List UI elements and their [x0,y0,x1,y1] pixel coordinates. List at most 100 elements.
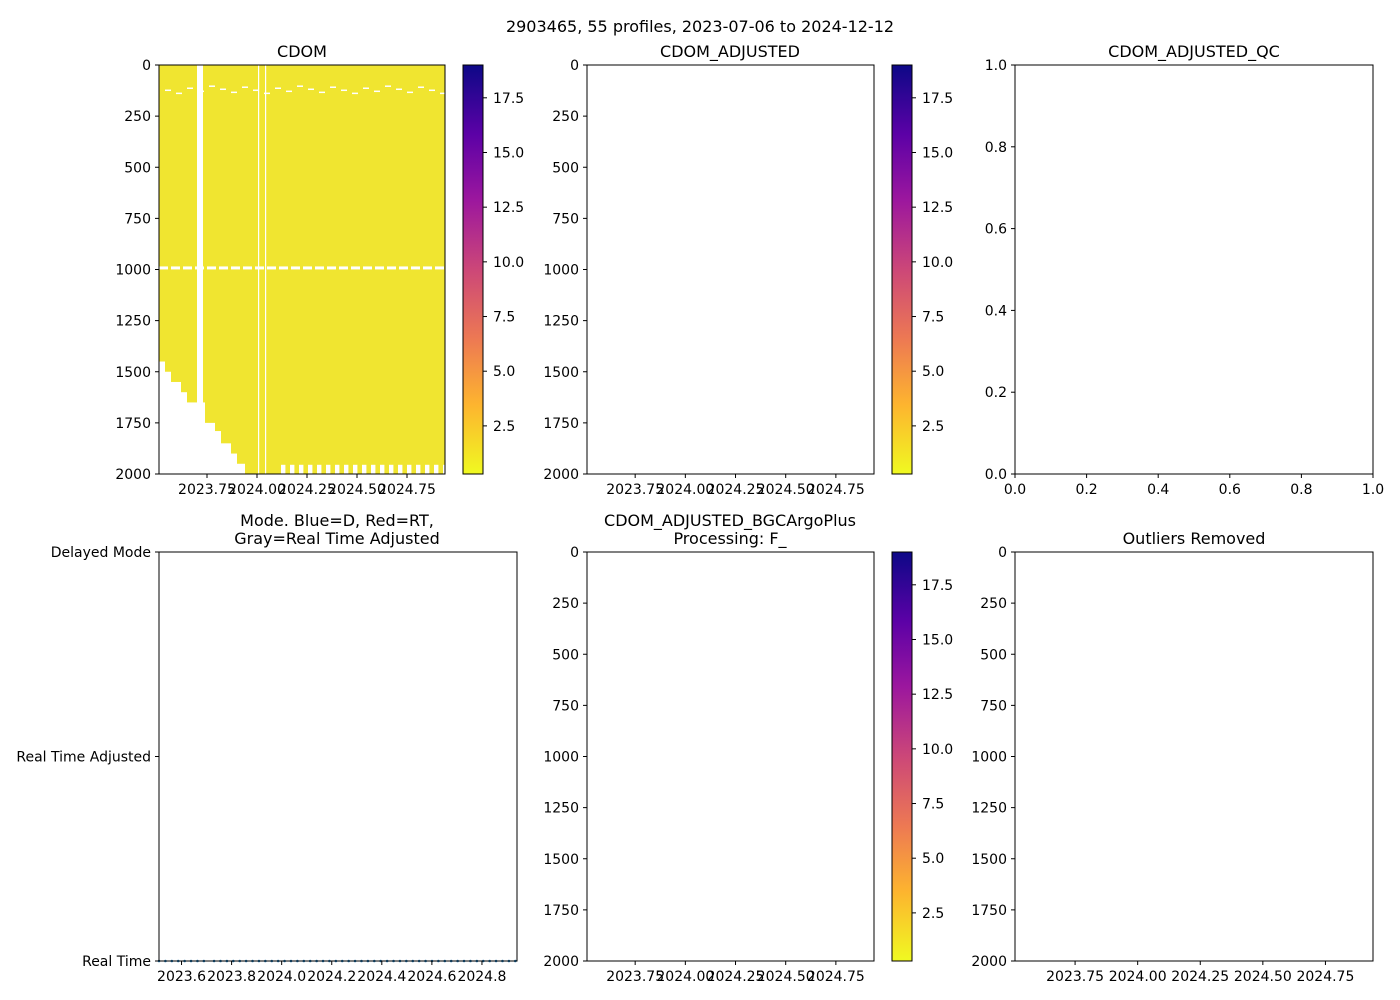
y-tick-label: Real Time [82,954,151,970]
missing-near-surface [440,92,446,95]
missing-depth-streak [255,266,264,270]
y-tick-label: 500 [552,160,579,176]
panel-cdom-adjusted: CDOM_ADJUSTED 2023.752024.002024.252024.… [543,42,953,498]
missing-bottom-notch [299,464,304,474]
y-tick-label: 1000 [115,263,151,279]
colorbar-tick-label: 12.5 [493,200,524,216]
missing-bottom-notch [389,464,394,474]
missing-near-surface [187,87,193,89]
missing-bottom-notch [362,464,367,474]
x-tick-label: 2024.00 [656,969,714,985]
axes-frame [1014,64,1374,475]
y-tick-label: 0 [570,58,579,74]
missing-depth-block [159,361,165,474]
missing-bottom-notch [380,464,385,474]
y-tick-label: 1750 [543,416,579,432]
missing-near-surface [385,85,391,87]
y-tick-label: 0.2 [985,385,1007,401]
colorbar-tick-label: 17.5 [493,91,524,107]
missing-depth-streak [303,266,312,270]
missing-depth-streak [231,266,240,270]
colorbar-tick-label: 2.5 [922,419,944,435]
missing-near-surface [165,89,171,92]
y-tick-label: 1500 [115,365,151,381]
y-tick-label: 250 [552,109,579,125]
x-tick-label: 1.0 [1362,482,1384,498]
missing-depth-streak [183,266,192,270]
colorbar-tick-label: 15.0 [922,632,953,648]
x-tick-label: 2024.50 [1234,969,1292,985]
missing-depth-block [205,422,215,474]
x-tick-label: 2024.50 [757,482,815,498]
x-tick-label: 2024.25 [707,482,765,498]
colorbar-tick-label: 7.5 [922,797,944,813]
colorbar-tick-label: 5.0 [493,364,515,380]
missing-bottom-notch [281,464,286,474]
missing-depth-block [221,443,231,474]
chart-title-line1: CDOM_ADJUSTED_BGCArgoPlus [604,511,856,531]
y-tick-label: 250 [980,596,1007,612]
x-tick-label: 2024.50 [328,482,386,498]
colorbar-tick-label: 2.5 [493,419,515,435]
colorbar-tick-label: 12.5 [922,200,953,216]
y-tick-label: 1250 [543,314,579,330]
y-tick-label: 0.8 [985,140,1007,156]
missing-near-surface [253,89,259,92]
y-tick-label: 1500 [971,852,1007,868]
x-tick-label: 0.2 [1075,482,1097,498]
colorbar-tick-label: 10.0 [922,255,953,271]
missing-near-surface [209,85,215,87]
x-tick-label: 0.8 [1290,482,1312,498]
missing-near-surface [429,89,435,92]
missing-near-surface [319,91,325,94]
panel-mode: Mode. Blue=D, Red=RT, Gray=Real Time Adj… [16,511,518,985]
y-tick-label: 250 [552,596,579,612]
missing-near-surface [220,88,226,91]
colorbar-tick-label: 7.5 [922,310,944,326]
missing-depth-streak [159,266,168,270]
colorbar-tick-label: 15.0 [922,145,953,161]
cdom-heatmap [159,65,448,474]
y-tick-label: 0.4 [985,303,1007,319]
x-tick-label: 2024.75 [807,969,865,985]
missing-depth-streak [399,266,408,270]
missing-depth-streak [195,266,204,270]
y-tick-label: 2000 [971,954,1007,970]
x-tick-label: 2023.75 [606,969,664,985]
y-tick-label: 1250 [115,314,151,330]
x-tick-label: 2024.25 [278,482,336,498]
x-tick-label: 2024.75 [378,482,436,498]
colorbar-tick-label: 5.0 [922,364,944,380]
missing-depth-streak [267,266,276,270]
y-tick-label: 1000 [543,263,579,279]
missing-depth-streak [243,266,252,270]
missing-depth-streak [363,266,372,270]
axes-frame [586,551,875,962]
x-tick-label: 2024.75 [807,482,865,498]
chart-title-line2: Gray=Real Time Adjusted [234,529,440,548]
y-tick-label: 0 [570,545,579,561]
x-tick-label: 2024.2 [307,969,356,985]
missing-depth-streak [315,266,324,270]
colorbar [462,64,484,475]
panel-cdom-bgcargoplus: CDOM_ADJUSTED_BGCArgoPlus Processing: F_… [543,511,953,985]
missing-near-surface [330,86,336,88]
cdom-field [159,65,445,474]
y-tick-label: 2000 [543,954,579,970]
missing-near-surface [407,91,413,94]
missing-bottom-notch [326,464,331,474]
missing-near-surface [242,86,248,88]
missing-near-surface [418,86,424,88]
y-tick-label: 1750 [971,903,1007,919]
missing-bottom-notch [425,464,430,474]
missing-near-surface [308,88,314,91]
missing-bottom-notch [308,464,313,474]
y-tick-label: 500 [124,160,151,176]
y-tick-label: 1.0 [985,58,1007,74]
y-tick-label: 1500 [543,852,579,868]
missing-near-surface [352,92,358,95]
x-tick-label: 0.4 [1147,482,1169,498]
missing-near-surface [264,92,270,95]
y-tick-label: 500 [980,647,1007,663]
